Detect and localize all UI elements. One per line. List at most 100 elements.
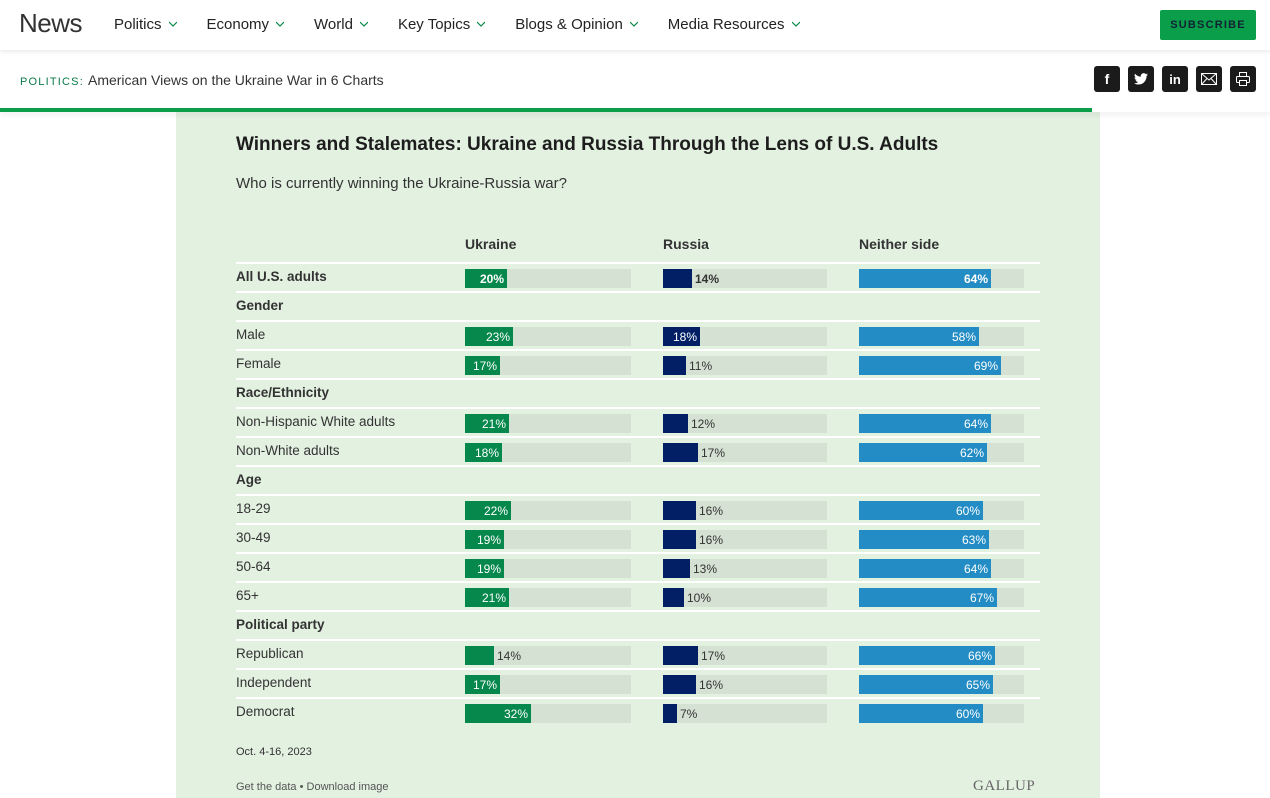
bar-track-neither: 60%	[859, 501, 1024, 520]
bar-value-label: 11%	[689, 359, 713, 373]
category-row: Race/Ethnicity	[236, 378, 1040, 407]
chevron-down-icon	[477, 21, 486, 27]
bar-ukraine	[465, 414, 509, 433]
category-label: Race/Ethnicity	[236, 385, 330, 400]
facebook-share-button[interactable]: f	[1094, 66, 1120, 92]
bar-track-ukraine: 20%	[465, 269, 631, 288]
nav-item-media-resources[interactable]: Media Resources	[668, 16, 800, 33]
bar-value-label: 22%	[483, 504, 508, 518]
bar-russia	[663, 501, 696, 520]
table-row: 65+ 21% 10% 67%	[236, 581, 1040, 610]
category-row: Age	[236, 465, 1040, 494]
facebook-icon: f	[1104, 71, 1110, 87]
bar-track-ukraine: 22%	[465, 501, 631, 520]
brand-logo[interactable]: News	[19, 8, 83, 38]
row-label: 18-29	[236, 501, 271, 516]
bar-russia	[663, 269, 692, 288]
table-row: Female 17% 11% 69%	[236, 349, 1040, 378]
table-row: Non-White adults 18% 17% 62%	[236, 436, 1040, 465]
bar-neither	[859, 269, 991, 288]
bar-value-label: 13%	[693, 562, 718, 576]
linkedin-share-button[interactable]: in	[1162, 66, 1188, 92]
subscribe-button[interactable]: SUBSCRIBE	[1160, 10, 1256, 40]
bar-neither	[859, 704, 983, 723]
table-row: 18-29 22% 16% 60%	[236, 494, 1040, 523]
bar-track-ukraine: 17%	[465, 675, 631, 694]
bar-value-label: 16%	[699, 533, 724, 547]
column-header-neither: Neither side	[859, 236, 940, 252]
bar-ukraine	[465, 443, 502, 462]
nav-item-label: World	[314, 16, 353, 33]
row-label: Independent	[236, 675, 312, 690]
email-share-button[interactable]	[1196, 66, 1222, 92]
row-label: Non-Hispanic White adults	[236, 414, 396, 429]
bar-russia	[663, 588, 684, 607]
article-bar: POLITICS: American Views on the Ukraine W…	[0, 50, 1270, 108]
bar-value-label: 65%	[965, 678, 990, 692]
nav-item-label: Key Topics	[397, 16, 471, 33]
chevron-down-icon	[629, 21, 638, 27]
bar-track-ukraine: 32%	[465, 704, 631, 723]
breadcrumb-section[interactable]: POLITICS:	[20, 76, 84, 88]
twitter-share-button[interactable]	[1128, 66, 1154, 92]
bar-track-russia: 7%	[663, 704, 827, 723]
bar-track-ukraine: 17%	[465, 356, 631, 375]
category-label: Gender	[236, 298, 284, 313]
bar-russia	[663, 414, 688, 433]
bar-value-label: 12%	[691, 417, 716, 431]
bar-neither	[859, 588, 997, 607]
table-row: 30-49 19% 16% 63%	[236, 523, 1040, 552]
nav-item-label: Economy	[206, 16, 270, 33]
bar-value-label: 17%	[701, 649, 726, 663]
bar-track-neither: 65%	[859, 675, 1024, 694]
bar-ukraine	[465, 327, 513, 346]
column-header-russia: Russia	[663, 236, 709, 252]
bar-track-ukraine: 21%	[465, 588, 631, 607]
table-row: 50-64 19% 13% 64%	[236, 552, 1040, 581]
email-icon	[1201, 73, 1217, 85]
table-row: Republican 14% 17% 66%	[236, 639, 1040, 668]
row-label: Republican	[236, 646, 304, 661]
bar-neither	[859, 646, 995, 665]
bar-track-neither: 60%	[859, 704, 1024, 723]
gallup-logo: GALLUP	[973, 778, 1036, 794]
bar-neither	[859, 327, 979, 346]
row-label: Democrat	[236, 704, 295, 719]
bar-track-russia: 12%	[663, 414, 827, 433]
bar-neither	[859, 501, 983, 520]
bar-value-label: 64%	[963, 562, 988, 576]
chart-title: Winners and Stalemates: Ukraine and Russ…	[236, 134, 939, 155]
bar-value-label: 17%	[472, 678, 497, 692]
bar-value-label: 64%	[963, 272, 988, 286]
nav-item-blogs-opinion[interactable]: Blogs & Opinion	[515, 16, 638, 33]
bar-track-russia: 17%	[663, 443, 827, 462]
bar-ukraine	[465, 675, 500, 694]
bar-value-label: 16%	[699, 504, 724, 518]
bar-track-ukraine: 23%	[465, 327, 631, 346]
table-row: Male 23% 18% 58%	[236, 320, 1040, 349]
chevron-down-icon	[168, 21, 177, 27]
nav-item-label: Blogs & Opinion	[515, 16, 623, 33]
chevron-down-icon	[359, 21, 368, 27]
print-button[interactable]	[1230, 66, 1256, 92]
article-title: American Views on the Ukraine War in 6 C…	[87, 72, 384, 88]
download-image-link[interactable]: Download image	[306, 781, 389, 793]
bar-ukraine	[465, 559, 504, 578]
bar-track-russia: 11%	[663, 356, 827, 375]
nav-item-world[interactable]: World	[314, 16, 368, 33]
nav-item-politics[interactable]: Politics	[114, 16, 177, 33]
nav-item-key-topics[interactable]: Key Topics	[397, 16, 486, 33]
bar-value-label: 17%	[472, 359, 497, 373]
get-data-link[interactable]: Get the data	[236, 781, 297, 793]
bar-track-russia: 16%	[663, 675, 827, 694]
category-row: Gender	[236, 291, 1040, 320]
reading-progress-fill	[0, 108, 1093, 112]
bar-value-label: 17%	[701, 446, 726, 460]
nav-item-economy[interactable]: Economy	[207, 16, 285, 33]
nav-menu: Politics Economy World Key Topics Blogs …	[114, 16, 830, 33]
chevron-down-icon	[791, 21, 800, 27]
table-row: Democrat 32% 7% 60%	[236, 697, 1040, 726]
bar-value-label: 7%	[680, 707, 698, 721]
bar-value-label: 62%	[959, 446, 984, 460]
category-label: Age	[236, 472, 262, 487]
